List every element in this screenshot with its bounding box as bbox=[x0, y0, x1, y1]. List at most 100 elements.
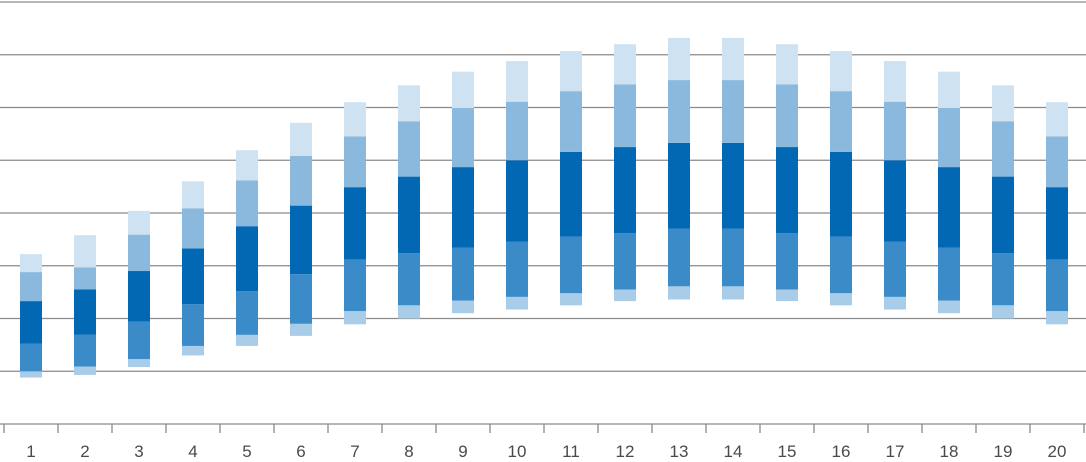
bar-segment-inner-lower bbox=[182, 304, 204, 346]
x-tick-label: 2 bbox=[80, 442, 89, 461]
bar-segment-central-upper bbox=[668, 142, 690, 229]
bar-segment-central-upper bbox=[884, 160, 906, 242]
bar-segment-outer-upper bbox=[398, 85, 420, 122]
bar-segment-central-upper bbox=[1046, 187, 1068, 260]
x-tick-label: 8 bbox=[404, 442, 413, 461]
bar-segment-inner-upper bbox=[884, 101, 906, 161]
bar-6 bbox=[290, 122, 312, 336]
bar-segment-inner-upper bbox=[74, 267, 96, 290]
bar-segment-inner-upper bbox=[560, 91, 582, 152]
x-tick-label: 14 bbox=[724, 442, 743, 461]
bar-segment-outer-upper bbox=[344, 102, 366, 137]
x-tick-label: 7 bbox=[350, 442, 359, 461]
x-tick-label: 12 bbox=[616, 442, 635, 461]
bar-10 bbox=[506, 61, 528, 310]
bar-3 bbox=[128, 210, 150, 368]
bar-segment-central-upper bbox=[290, 205, 312, 275]
bar-segment-outer-lower bbox=[938, 300, 960, 314]
bar-segment-central-upper bbox=[128, 271, 150, 322]
bar-segment-inner-upper bbox=[398, 121, 420, 177]
bar-segment-inner-upper bbox=[830, 91, 852, 152]
bar-segment-outer-upper bbox=[128, 210, 150, 235]
gridlines bbox=[0, 1, 1086, 372]
bar-segment-inner-upper bbox=[668, 80, 690, 143]
bar-segment-central-upper bbox=[344, 187, 366, 260]
bar-segment-inner-upper bbox=[452, 108, 474, 168]
bar-segment-inner-lower bbox=[668, 228, 690, 287]
bar-segment-inner-upper bbox=[506, 101, 528, 161]
bar-segment-inner-upper bbox=[20, 272, 42, 302]
bar-segment-outer-lower bbox=[560, 293, 582, 306]
bar-segment-central-upper bbox=[20, 301, 42, 344]
bar-segment-inner-lower bbox=[884, 241, 906, 297]
bar-segment-inner-lower bbox=[452, 247, 474, 301]
bar-segment-central-upper bbox=[560, 151, 582, 237]
bar-segment-outer-lower bbox=[1046, 311, 1068, 325]
x-tick-label: 1 bbox=[26, 442, 35, 461]
bar-segment-outer-lower bbox=[668, 286, 690, 300]
bar-segment-outer-upper bbox=[830, 51, 852, 92]
bar-9 bbox=[452, 71, 474, 314]
bar-15 bbox=[776, 44, 798, 302]
bar-segment-outer-upper bbox=[884, 61, 906, 102]
bar-segment-inner-lower bbox=[614, 233, 636, 290]
bar-segment-outer-lower bbox=[722, 286, 744, 300]
bar-segment-outer-upper bbox=[992, 85, 1014, 122]
x-tick-label: 13 bbox=[670, 442, 689, 461]
bar-segment-outer-lower bbox=[884, 296, 906, 310]
bar-segment-inner-upper bbox=[776, 84, 798, 148]
bar-segment-inner-upper bbox=[1046, 136, 1068, 188]
bar-segment-inner-upper bbox=[614, 84, 636, 148]
bar-segment-outer-upper bbox=[776, 44, 798, 85]
bar-segment-central-upper bbox=[938, 167, 960, 248]
bar-segment-central-upper bbox=[722, 142, 744, 229]
bar-segment-outer-lower bbox=[20, 371, 42, 378]
bar-segment-central-upper bbox=[506, 160, 528, 242]
x-tick-label: 16 bbox=[832, 442, 851, 461]
x-tick-label: 6 bbox=[296, 442, 305, 461]
bar-5 bbox=[236, 150, 258, 346]
bar-segment-inner-lower bbox=[722, 228, 744, 287]
bar-segment-inner-lower bbox=[992, 253, 1014, 306]
bar-segment-inner-lower bbox=[830, 236, 852, 294]
x-tick-label: 17 bbox=[886, 442, 905, 461]
bar-segment-central-upper bbox=[830, 151, 852, 237]
bar-segment-outer-upper bbox=[614, 44, 636, 85]
bar-segment-inner-upper bbox=[938, 108, 960, 168]
bar-segment-inner-lower bbox=[20, 343, 42, 372]
bar-segment-outer-upper bbox=[452, 71, 474, 109]
x-tick-label: 15 bbox=[778, 442, 797, 461]
x-tick-label: 18 bbox=[940, 442, 959, 461]
bar-segment-outer-lower bbox=[344, 311, 366, 325]
bar-segment-outer-upper bbox=[668, 37, 690, 81]
bar-segment-outer-lower bbox=[506, 296, 528, 310]
bar-segment-inner-lower bbox=[560, 236, 582, 294]
bar-segment-outer-upper bbox=[506, 61, 528, 102]
bar-segment-outer-upper bbox=[560, 51, 582, 92]
x-tick-label: 3 bbox=[134, 442, 143, 461]
bar-segment-central-upper bbox=[776, 147, 798, 234]
bar-segment-outer-lower bbox=[236, 334, 258, 346]
bar-segment-inner-lower bbox=[776, 233, 798, 290]
bar-segment-inner-lower bbox=[290, 274, 312, 324]
bar-segment-inner-lower bbox=[128, 321, 150, 360]
bar-segment-outer-upper bbox=[20, 254, 42, 273]
bar-segment-outer-lower bbox=[182, 345, 204, 356]
bar-segment-inner-upper bbox=[344, 136, 366, 188]
bar-13 bbox=[668, 37, 690, 300]
bar-segment-central-upper bbox=[236, 226, 258, 292]
bar-segment-inner-upper bbox=[992, 121, 1014, 177]
x-tick-label: 4 bbox=[188, 442, 197, 461]
bar-segment-outer-lower bbox=[830, 293, 852, 306]
bar-segment-inner-lower bbox=[1046, 259, 1068, 312]
bar-18 bbox=[938, 71, 960, 314]
bar-segment-outer-lower bbox=[776, 289, 798, 302]
x-tick-label: 9 bbox=[458, 442, 467, 461]
bar-11 bbox=[560, 51, 582, 306]
bar-segment-inner-lower bbox=[344, 259, 366, 312]
bar-segment-outer-lower bbox=[290, 323, 312, 336]
bar-segment-inner-upper bbox=[290, 156, 312, 206]
bar-segment-central-upper bbox=[398, 176, 420, 254]
x-tick-label: 10 bbox=[508, 442, 527, 461]
bar-segment-inner-upper bbox=[128, 234, 150, 272]
